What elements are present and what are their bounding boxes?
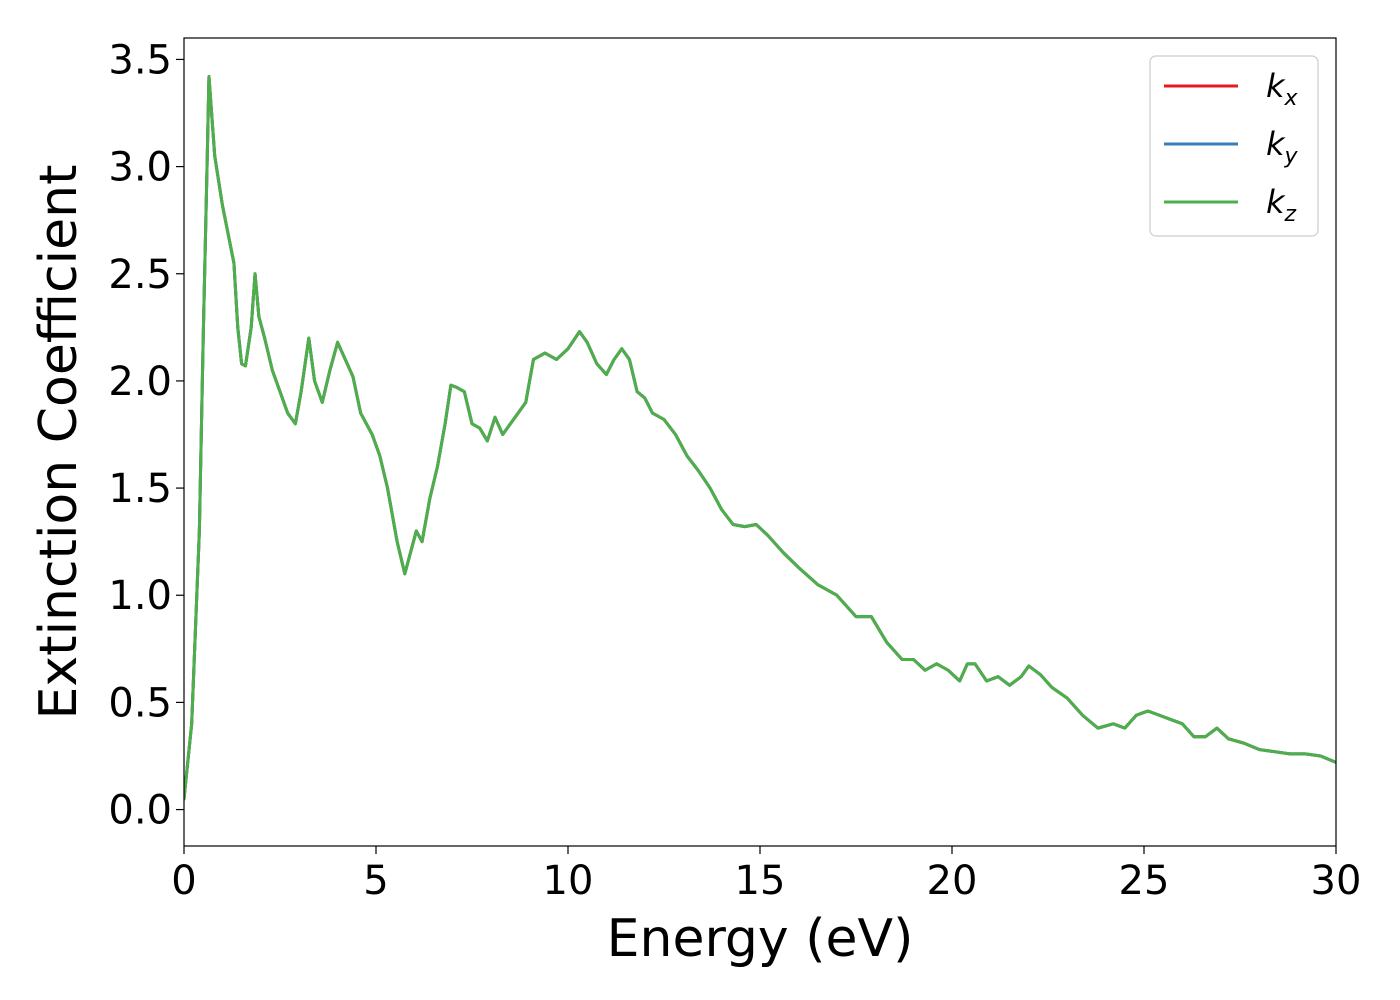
y-tick-label: 1.5 <box>108 466 172 512</box>
x-tick-label: 30 <box>1311 858 1362 904</box>
x-tick-label: 25 <box>1119 858 1170 904</box>
legend-label-base: k <box>1266 125 1286 163</box>
legend-label-subscript: z <box>1284 202 1297 227</box>
legend-label-base: k <box>1266 183 1286 221</box>
x-tick-label: 0 <box>171 858 196 904</box>
x-tick-label: 15 <box>735 858 786 904</box>
legend-label-y: ky <box>1266 125 1299 169</box>
legend-label-subscript: x <box>1284 86 1299 111</box>
x-tick-label: 20 <box>927 858 978 904</box>
legend-box <box>1149 55 1319 237</box>
legend-label-base: k <box>1266 67 1286 105</box>
series-layer <box>184 75 1336 801</box>
x-axis-label: Energy (eV) <box>607 909 914 969</box>
y-tick-label: 0.5 <box>108 680 172 726</box>
x-tick-label: 10 <box>543 858 594 904</box>
y-axis-label: Extinction Coefficient <box>29 165 89 720</box>
y-tick-label: 3.5 <box>108 37 172 83</box>
legend-label-x: kx <box>1266 67 1299 111</box>
y-tick-label: 1.0 <box>108 573 172 619</box>
series-line-z <box>184 75 1336 801</box>
x-axis-ticks: 0 5 10 15 20 25 30 <box>171 846 1361 904</box>
y-axis-ticks: 0.0 0.5 1.0 1.5 2.0 2.5 3.0 3.5 <box>108 37 184 834</box>
y-tick-label: 2.0 <box>108 359 172 405</box>
y-tick-label: 3.0 <box>108 145 172 191</box>
y-tick-label: 0.0 <box>108 788 172 834</box>
x-tick-label: 5 <box>363 858 388 904</box>
legend-label-subscript: y <box>1284 144 1299 169</box>
legend-label-z: kz <box>1266 183 1297 227</box>
y-tick-label: 2.5 <box>108 252 172 298</box>
